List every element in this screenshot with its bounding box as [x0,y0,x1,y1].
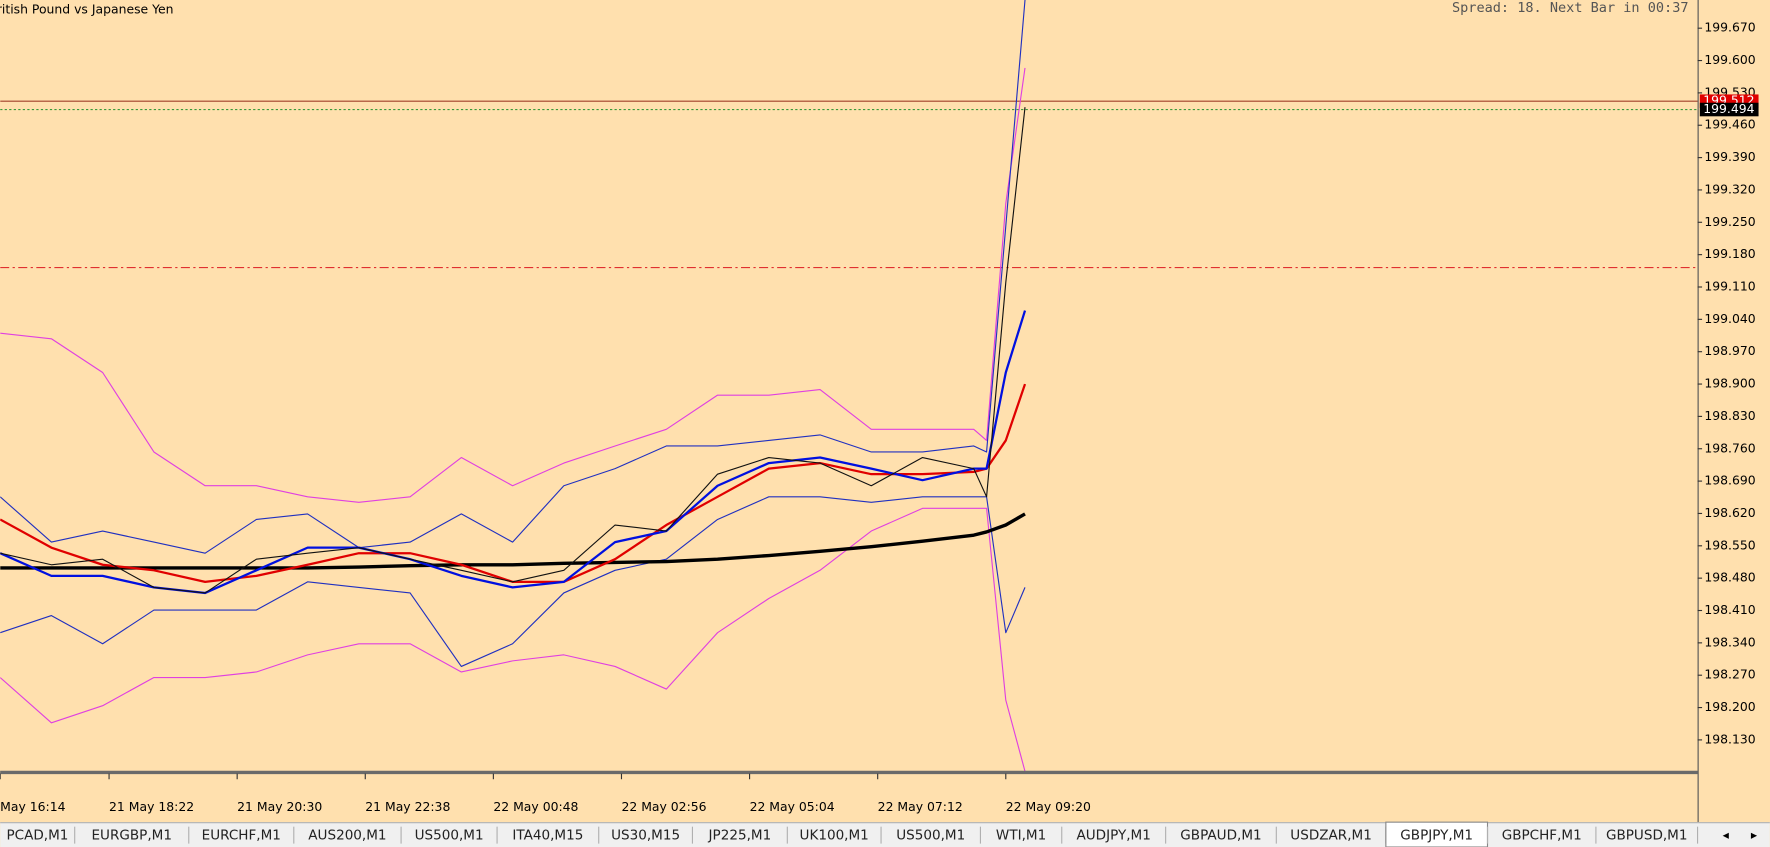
tab-label[interactable]: US30,M15 [611,828,680,844]
tab[interactable]: AUDJPY,M1 [1077,826,1167,844]
x-tick-label: 21 May 20:30 [237,799,322,814]
y-tick-label: 198.900 [1704,376,1755,391]
y-tick-label: 199.250 [1704,214,1755,229]
tab-label[interactable]: GBPAUD,M1 [1180,828,1261,844]
tab[interactable]: EURGBP,M1 [92,826,190,844]
tab[interactable]: US500,M1 [896,826,981,844]
x-tick-label: 22 May 00:48 [493,799,578,814]
y-tick-label: 198.620 [1704,505,1755,520]
tab-label[interactable]: WTI,M1 [996,828,1046,844]
y-tick-label: 198.550 [1704,537,1755,552]
series-line [0,107,1026,594]
tab-label[interactable]: PCAD,M1 [6,828,68,844]
y-tick-label: 198.270 [1704,667,1755,682]
tab[interactable]: GBPJPY,M1 [1385,821,1489,847]
x-tick-label: 22 May 05:04 [750,799,835,814]
x-tick-label: 22 May 02:56 [621,799,706,814]
x-tick-label: 22 May 09:20 [1006,799,1091,814]
y-tick-label: 198.970 [1704,343,1755,358]
tab[interactable]: ITA40,M15 [512,826,600,844]
series-line [0,0,1026,554]
tab[interactable]: AUS200,M1 [308,826,402,844]
axes: 199.670199.600199.530199.460199.390199.3… [0,20,1759,814]
y-tick-label: 199.670 [1704,20,1755,35]
x-tick-label: 21 May 22:38 [365,799,450,814]
tab-label[interactable]: AUDJPY,M1 [1077,828,1151,844]
y-tick-label: 199.110 [1704,278,1755,293]
tab[interactable]: US30,M15 [611,826,694,844]
tab-label[interactable]: GBPUSD,M1 [1606,828,1688,844]
tab-strip: PCAD,M1 EURGBP,M1 EURCHF,M1 AUS200,M1 US500,… [6,821,1699,847]
tab[interactable]: WTI,M1 [996,826,1063,844]
tab-label[interactable]: GBPCHF,M1 [1502,828,1582,844]
y-tick-label: 198.340 [1704,634,1755,649]
series-line [0,496,1026,667]
tab[interactable]: UK100,M1 [800,826,882,844]
x-tick-label: May 16:14 [0,799,65,814]
chart-background [0,0,1770,822]
y-tick-label: 198.760 [1704,440,1755,455]
y-tick-label: 199.040 [1704,311,1755,326]
y-tick-label: 198.410 [1704,602,1755,617]
plot-area [0,0,1698,772]
price-label-box [1699,102,1759,117]
tab-label[interactable]: JP225,M1 [708,828,772,844]
tab-label[interactable]: UK100,M1 [800,828,869,844]
y-tick-label: 199.180 [1704,246,1755,261]
tab-label[interactable]: US500,M1 [896,828,965,844]
tab[interactable]: PCAD,M1 [6,826,76,844]
tab-label[interactable]: US500,M1 [415,828,484,844]
x-tick-label: 22 May 07:12 [878,799,963,814]
y-tick-label: 198.200 [1704,699,1755,714]
series-line [0,512,1026,570]
y-tick-label: 199.390 [1704,149,1755,164]
y-tick-label: 198.480 [1704,570,1755,585]
y-tick-label: 199.320 [1704,181,1755,196]
tab[interactable]: JP225,M1 [708,826,788,844]
tab[interactable]: GBPCHF,M1 [1502,826,1597,844]
scroll-right[interactable]: ▸ [1751,827,1758,842]
tab-label[interactable]: ITA40,M15 [512,828,583,844]
tab-label[interactable]: GBPJPY,M1 [1400,828,1473,844]
price-label: 199.494 [1703,101,1754,116]
y-tick-label: 199.600 [1704,52,1755,67]
tab[interactable]: GBPUSD,M1 [1606,826,1699,844]
y-tick-label: 198.690 [1704,473,1755,488]
tab-label[interactable]: AUS200,M1 [308,828,386,844]
x-tick-label: 21 May 18:22 [109,799,194,814]
tab-label[interactable]: EURCHF,M1 [202,828,281,844]
y-tick-label: 198.830 [1704,408,1755,423]
tab[interactable]: EURCHF,M1 [202,826,295,844]
y-tick-label: 198.130 [1704,731,1755,746]
tab-label[interactable]: EURGBP,M1 [92,828,172,844]
scroll-left[interactable]: ◂ [1723,827,1730,842]
series-line [0,507,1026,772]
tab[interactable]: US500,M1 [415,826,498,844]
tab-label[interactable]: USDZAR,M1 [1290,828,1372,844]
series-line [0,67,1026,503]
status-text: Spread: 18. Next Bar in 00:37 [1452,0,1689,16]
tab[interactable]: USDZAR,M1 [1290,826,1387,844]
tab[interactable]: GBPAUD,M1 [1180,826,1277,844]
y-tick-label: 199.460 [1704,117,1755,132]
chart-title: ritish Pound vs Japanese Yen [0,2,174,17]
